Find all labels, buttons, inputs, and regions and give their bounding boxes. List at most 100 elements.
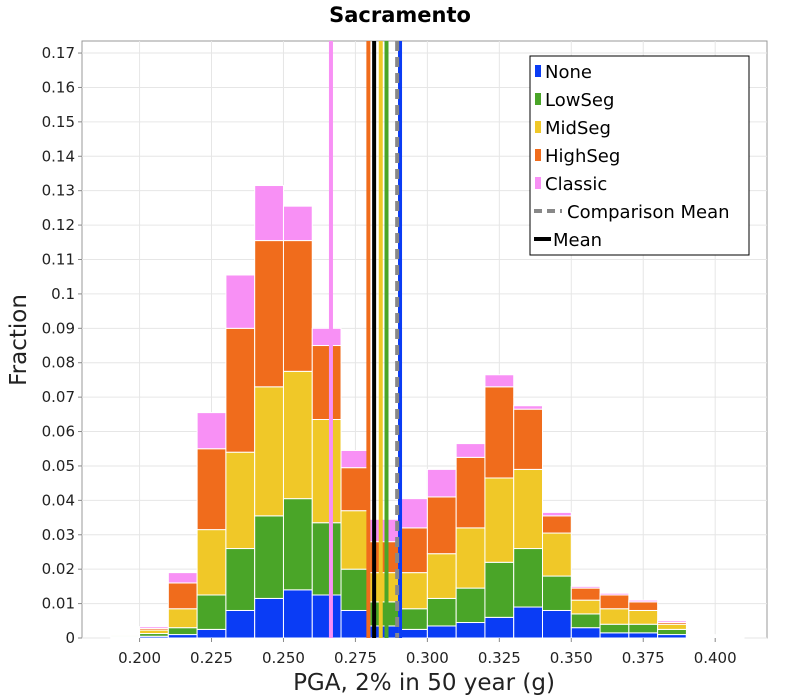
x-tick-label: 0.375 <box>622 649 665 667</box>
bar-segment-midseg <box>542 532 572 577</box>
legend-label-mean: Mean <box>553 230 602 251</box>
y-tick-label: 0.08 <box>42 354 75 372</box>
bar-segment-midseg <box>167 608 198 629</box>
bar-segment-midseg <box>628 609 659 625</box>
bar-segment-classic <box>311 327 342 347</box>
bar-segment-none <box>599 632 630 639</box>
legend-swatch-midseg <box>535 121 541 133</box>
bar-segment-classic <box>484 374 515 388</box>
bar-segment-none <box>398 628 428 639</box>
bar-segment-none <box>628 632 659 639</box>
bar-segment-lowseg <box>311 522 342 596</box>
bar-segment-highseg <box>196 448 227 531</box>
y-tick-label: 0 <box>65 629 75 647</box>
x-axis-title: PGA, 2% in 50 year (g) <box>293 670 555 696</box>
x-tick-label: 0.250 <box>262 649 305 667</box>
bar-segment-lowseg <box>282 498 313 591</box>
y-tick-label: 0.12 <box>42 216 75 234</box>
legend: None LowSeg MidSeg HighSeg Classic Comparison… <box>529 55 750 256</box>
x-tick-label: 0.275 <box>334 649 377 667</box>
bar-segment-lowseg <box>455 587 486 624</box>
bar-segment-lowseg <box>196 594 227 630</box>
bar-segment-classic <box>167 572 198 584</box>
bar-segment-highseg <box>398 527 428 574</box>
bar-segment-midseg <box>657 623 687 630</box>
bar-segment-midseg <box>599 608 630 625</box>
x-tick-label: 0.200 <box>118 649 161 667</box>
bar-segment-classic <box>455 443 486 458</box>
bar-segment-none <box>254 597 284 639</box>
legend-label-classic: Classic <box>545 174 607 195</box>
y-tick-label: 0.16 <box>42 78 75 96</box>
bar-segment-classic <box>196 412 227 450</box>
y-axis: 0 0.01 0.02 0.03 0.04 0.05 0.06 0.07 0.08 0.09 0.1… <box>42 44 82 647</box>
bar-segment-highseg <box>426 496 457 555</box>
bar-segment-classic <box>340 449 371 469</box>
bar-segment-highseg <box>282 240 313 372</box>
mean-lines <box>328 41 403 638</box>
bar-segment-none <box>570 627 601 639</box>
bar-segment-highseg <box>513 408 544 470</box>
bar-segment-lowseg <box>513 548 544 608</box>
bar-segment-none <box>513 606 544 639</box>
legend-label-lowseg: LowSeg <box>545 90 614 111</box>
legend-swatch-classic <box>535 177 541 189</box>
bar-segment-midseg <box>139 629 169 635</box>
bar-segment-none <box>484 616 515 639</box>
bar-segment-lowseg <box>167 627 198 636</box>
bar-segment-highseg <box>484 386 515 479</box>
x-tick-label: 0.300 <box>406 649 449 667</box>
legend-swatch-none <box>535 65 541 77</box>
bar-segment-highseg <box>167 582 198 610</box>
bar-segment-highseg <box>455 456 486 529</box>
bar-segment-lowseg <box>254 515 284 599</box>
bar-segment-classic <box>426 468 457 498</box>
bar-segment-classic <box>599 592 630 596</box>
y-tick-label: 0.03 <box>42 526 75 544</box>
bar-segment-none <box>657 634 687 639</box>
legend-label-highseg: HighSeg <box>545 146 620 167</box>
bar-segment-none <box>225 609 256 639</box>
bar-segment-none <box>426 625 457 639</box>
y-tick-label: 0.04 <box>42 491 75 509</box>
bar-segment-midseg <box>426 553 457 599</box>
bar-segment-classic <box>139 626 169 629</box>
x-tick-label: 0.325 <box>478 649 521 667</box>
bar-segment-classic <box>685 634 716 636</box>
bar-segment-classic <box>282 205 313 242</box>
bar-segment-midseg <box>484 477 515 563</box>
y-axis-title: Fraction <box>6 294 32 386</box>
bar-segment-lowseg <box>426 597 457 627</box>
bar-segment-highseg <box>542 515 572 534</box>
y-tick-label: 0.17 <box>42 44 75 62</box>
y-tick-label: 0.07 <box>42 388 75 406</box>
y-tick-label: 0.14 <box>42 147 75 165</box>
bar-segment-none <box>196 628 227 639</box>
bar-segment-lowseg <box>570 613 601 629</box>
y-tick-label: 0.1 <box>51 285 75 303</box>
bar-segment-midseg <box>398 572 428 610</box>
bar-segment-none <box>167 634 198 639</box>
legend-label-midseg: MidSeg <box>545 118 611 139</box>
bar-segment-midseg <box>513 468 544 550</box>
bar-segment-midseg <box>340 510 371 570</box>
bar-segment-classic <box>513 405 544 410</box>
y-tick-label: 0.15 <box>42 113 75 131</box>
bar-segment-lowseg <box>340 568 371 611</box>
bar-segment-lowseg <box>628 623 659 634</box>
bar-segment-lowseg <box>657 628 687 636</box>
bar-segment-lowseg <box>225 548 256 611</box>
legend-box <box>529 55 750 256</box>
y-tick-label: 0.13 <box>42 182 75 200</box>
bar-segment-none <box>542 609 572 639</box>
bar-segment-classic <box>542 511 572 517</box>
y-tick-label: 0.01 <box>42 595 75 613</box>
legend-label-comparison-mean: Comparison Mean <box>567 202 730 223</box>
bar-segment-none <box>340 609 371 639</box>
bar-segment-midseg <box>254 386 284 517</box>
y-tick-label: 0.11 <box>42 250 75 268</box>
bar-segment-none <box>311 594 342 639</box>
x-tick-label: 0.225 <box>190 649 233 667</box>
bar-segment-highseg <box>340 467 371 512</box>
chart-title: Sacramento <box>329 3 471 27</box>
